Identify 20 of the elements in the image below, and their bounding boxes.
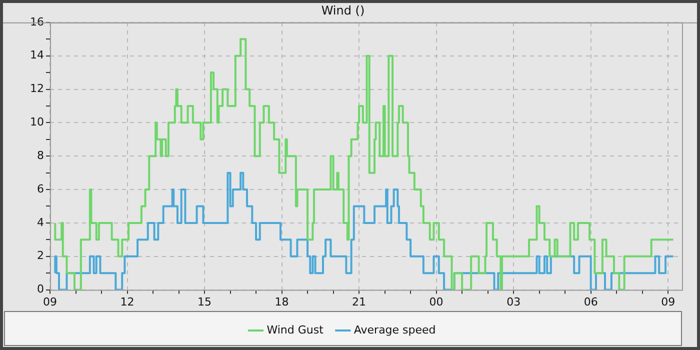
y-tick-label: 2: [37, 249, 44, 262]
y-tick-label: 6: [37, 182, 44, 196]
y-tick-label: 10: [30, 116, 44, 129]
x-tick-label: 06: [584, 295, 598, 308]
x-tick-label: 18: [274, 295, 289, 308]
x-tick-label: 09: [43, 295, 57, 308]
x-tick-label: 12: [120, 295, 134, 308]
y-tick-label: 14: [30, 48, 44, 62]
y-tick-label: 0: [37, 282, 44, 296]
x-tick-label: 15: [198, 295, 212, 308]
legend-label: Wind Gust: [266, 323, 324, 336]
y-tick-label: 8: [37, 148, 44, 162]
y-tick-label: 12: [30, 82, 44, 96]
y-tick-label: 4: [37, 216, 44, 229]
x-tick-label: 09: [661, 295, 676, 308]
chart-title: Wind (): [321, 3, 365, 18]
x-tick-label: 00: [429, 295, 444, 308]
legend-label: Average speed: [354, 323, 436, 336]
x-tick-label: 21: [352, 295, 366, 308]
x-tick-label: 03: [506, 295, 521, 308]
